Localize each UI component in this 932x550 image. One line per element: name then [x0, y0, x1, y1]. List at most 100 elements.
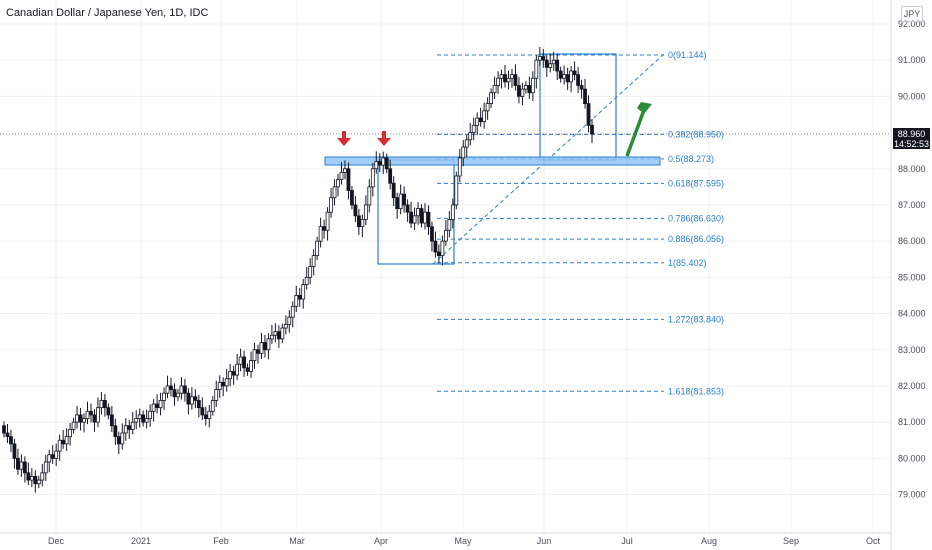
- candle: [530, 71, 535, 102]
- candle: [280, 323, 285, 344]
- candle: [523, 81, 528, 94]
- candle: [583, 78, 587, 109]
- candle: [384, 153, 389, 174]
- green-up-arrow-icon: [625, 102, 652, 157]
- fib-level-label: 1.618(81.853): [668, 386, 724, 396]
- candle: [572, 61, 577, 81]
- candle: [75, 405, 79, 429]
- candle: [26, 462, 31, 486]
- candle: [370, 163, 375, 197]
- candle: [381, 151, 386, 175]
- candle: [388, 159, 393, 190]
- fib-level-label: 0.786(86.630): [668, 213, 724, 223]
- candle: [405, 199, 410, 222]
- candle: [478, 107, 483, 127]
- candle: [137, 408, 142, 428]
- candle: [290, 301, 295, 328]
- x-tick-label: Aug: [701, 536, 717, 546]
- candle: [569, 66, 574, 93]
- candle: [544, 54, 549, 78]
- x-tick-label: Oct: [866, 536, 881, 546]
- candle: [336, 173, 340, 197]
- candle: [471, 117, 476, 141]
- fib-level-label: 0.618(87.595): [668, 178, 724, 188]
- candle: [68, 423, 73, 446]
- candle: [19, 454, 24, 477]
- candle: [266, 333, 271, 360]
- candle: [273, 323, 278, 343]
- candle: [325, 207, 330, 241]
- candle: [360, 214, 365, 237]
- candle: [245, 363, 250, 376]
- candle: [169, 377, 173, 397]
- candle: [443, 220, 448, 247]
- candle: [116, 431, 121, 455]
- candle: [496, 71, 500, 94]
- candle: [259, 332, 264, 360]
- candle: [586, 95, 591, 133]
- candle: [322, 219, 326, 239]
- candle: [555, 53, 560, 80]
- candle: [203, 406, 208, 426]
- time-axis: Dec 2021 Feb Mar Apr May Jun Jul Aug Sep Oct: [48, 536, 881, 546]
- candle: [304, 267, 309, 290]
- candle: [123, 418, 128, 441]
- candle: [64, 428, 69, 451]
- candle: [176, 388, 180, 402]
- y-tick-label: 91.000: [898, 55, 926, 65]
- fib-level-label: 0.382(88.950): [668, 129, 724, 139]
- candle: [186, 388, 191, 415]
- candle: [395, 192, 400, 219]
- candle: [558, 66, 563, 83]
- candle: [391, 176, 396, 207]
- candle: [308, 258, 313, 285]
- candle: [457, 148, 462, 183]
- candle: [158, 392, 163, 416]
- currency-badge[interactable]: JPY: [901, 6, 923, 22]
- candle: [134, 410, 139, 430]
- candle: [562, 65, 567, 85]
- candle: [402, 186, 407, 213]
- candle: [50, 445, 55, 465]
- candle: [235, 353, 240, 381]
- candle: [363, 195, 368, 226]
- candle: [263, 334, 267, 358]
- chart-title: Canadian Dollar / Japanese Yen, 1D, IDC: [6, 7, 209, 19]
- candle: [517, 77, 521, 104]
- candle: [61, 429, 66, 449]
- x-tick-label: Jul: [621, 536, 633, 546]
- fib-level-label: 1.272(83.840): [668, 314, 724, 324]
- candle: [565, 67, 570, 91]
- candle: [485, 97, 490, 120]
- candle: [499, 69, 504, 89]
- red-down-arrow-1-icon: [337, 131, 351, 146]
- candles: [2, 46, 594, 493]
- y-tick-label: 83.000: [898, 345, 926, 355]
- x-tick-label: Dec: [48, 536, 65, 546]
- candle: [47, 449, 52, 473]
- candle: [29, 468, 34, 488]
- candle: [162, 387, 166, 411]
- candle: [454, 171, 459, 210]
- candle: [315, 236, 320, 260]
- candle: [287, 310, 292, 333]
- y-tick-label: 81.000: [898, 417, 926, 427]
- candle: [301, 278, 306, 309]
- candle: [506, 70, 511, 90]
- candle: [155, 394, 159, 414]
- y-tick-label: 80.000: [898, 453, 926, 463]
- candle: [590, 118, 594, 143]
- candle: [22, 456, 27, 483]
- candle: [482, 102, 487, 129]
- candle: [151, 399, 156, 422]
- candle: [99, 392, 104, 415]
- x-tick-label: 2021: [131, 536, 151, 546]
- candle: [576, 66, 580, 94]
- candle: [475, 112, 480, 135]
- candle: [120, 423, 125, 450]
- candle: [548, 53, 553, 73]
- candle: [249, 351, 253, 378]
- y-tick-label: 88.000: [898, 164, 926, 174]
- candle: [33, 470, 38, 493]
